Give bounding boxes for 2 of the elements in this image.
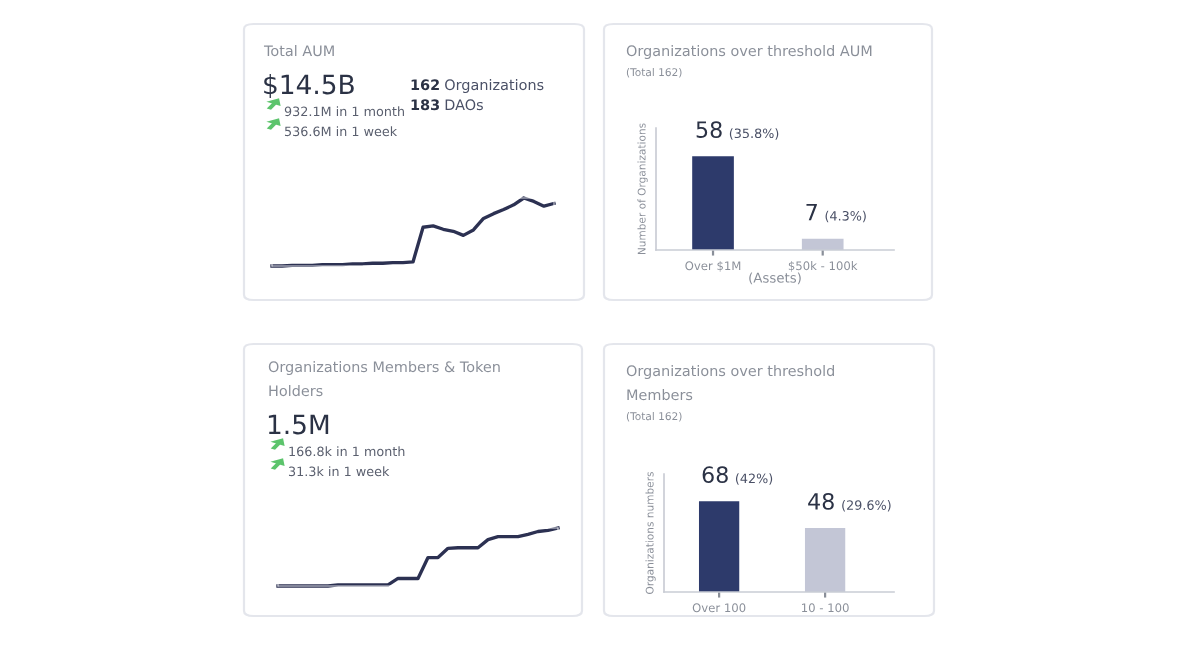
text: 1.5M <box>268 414 329 435</box>
text: $14.5B <box>264 73 354 98</box>
